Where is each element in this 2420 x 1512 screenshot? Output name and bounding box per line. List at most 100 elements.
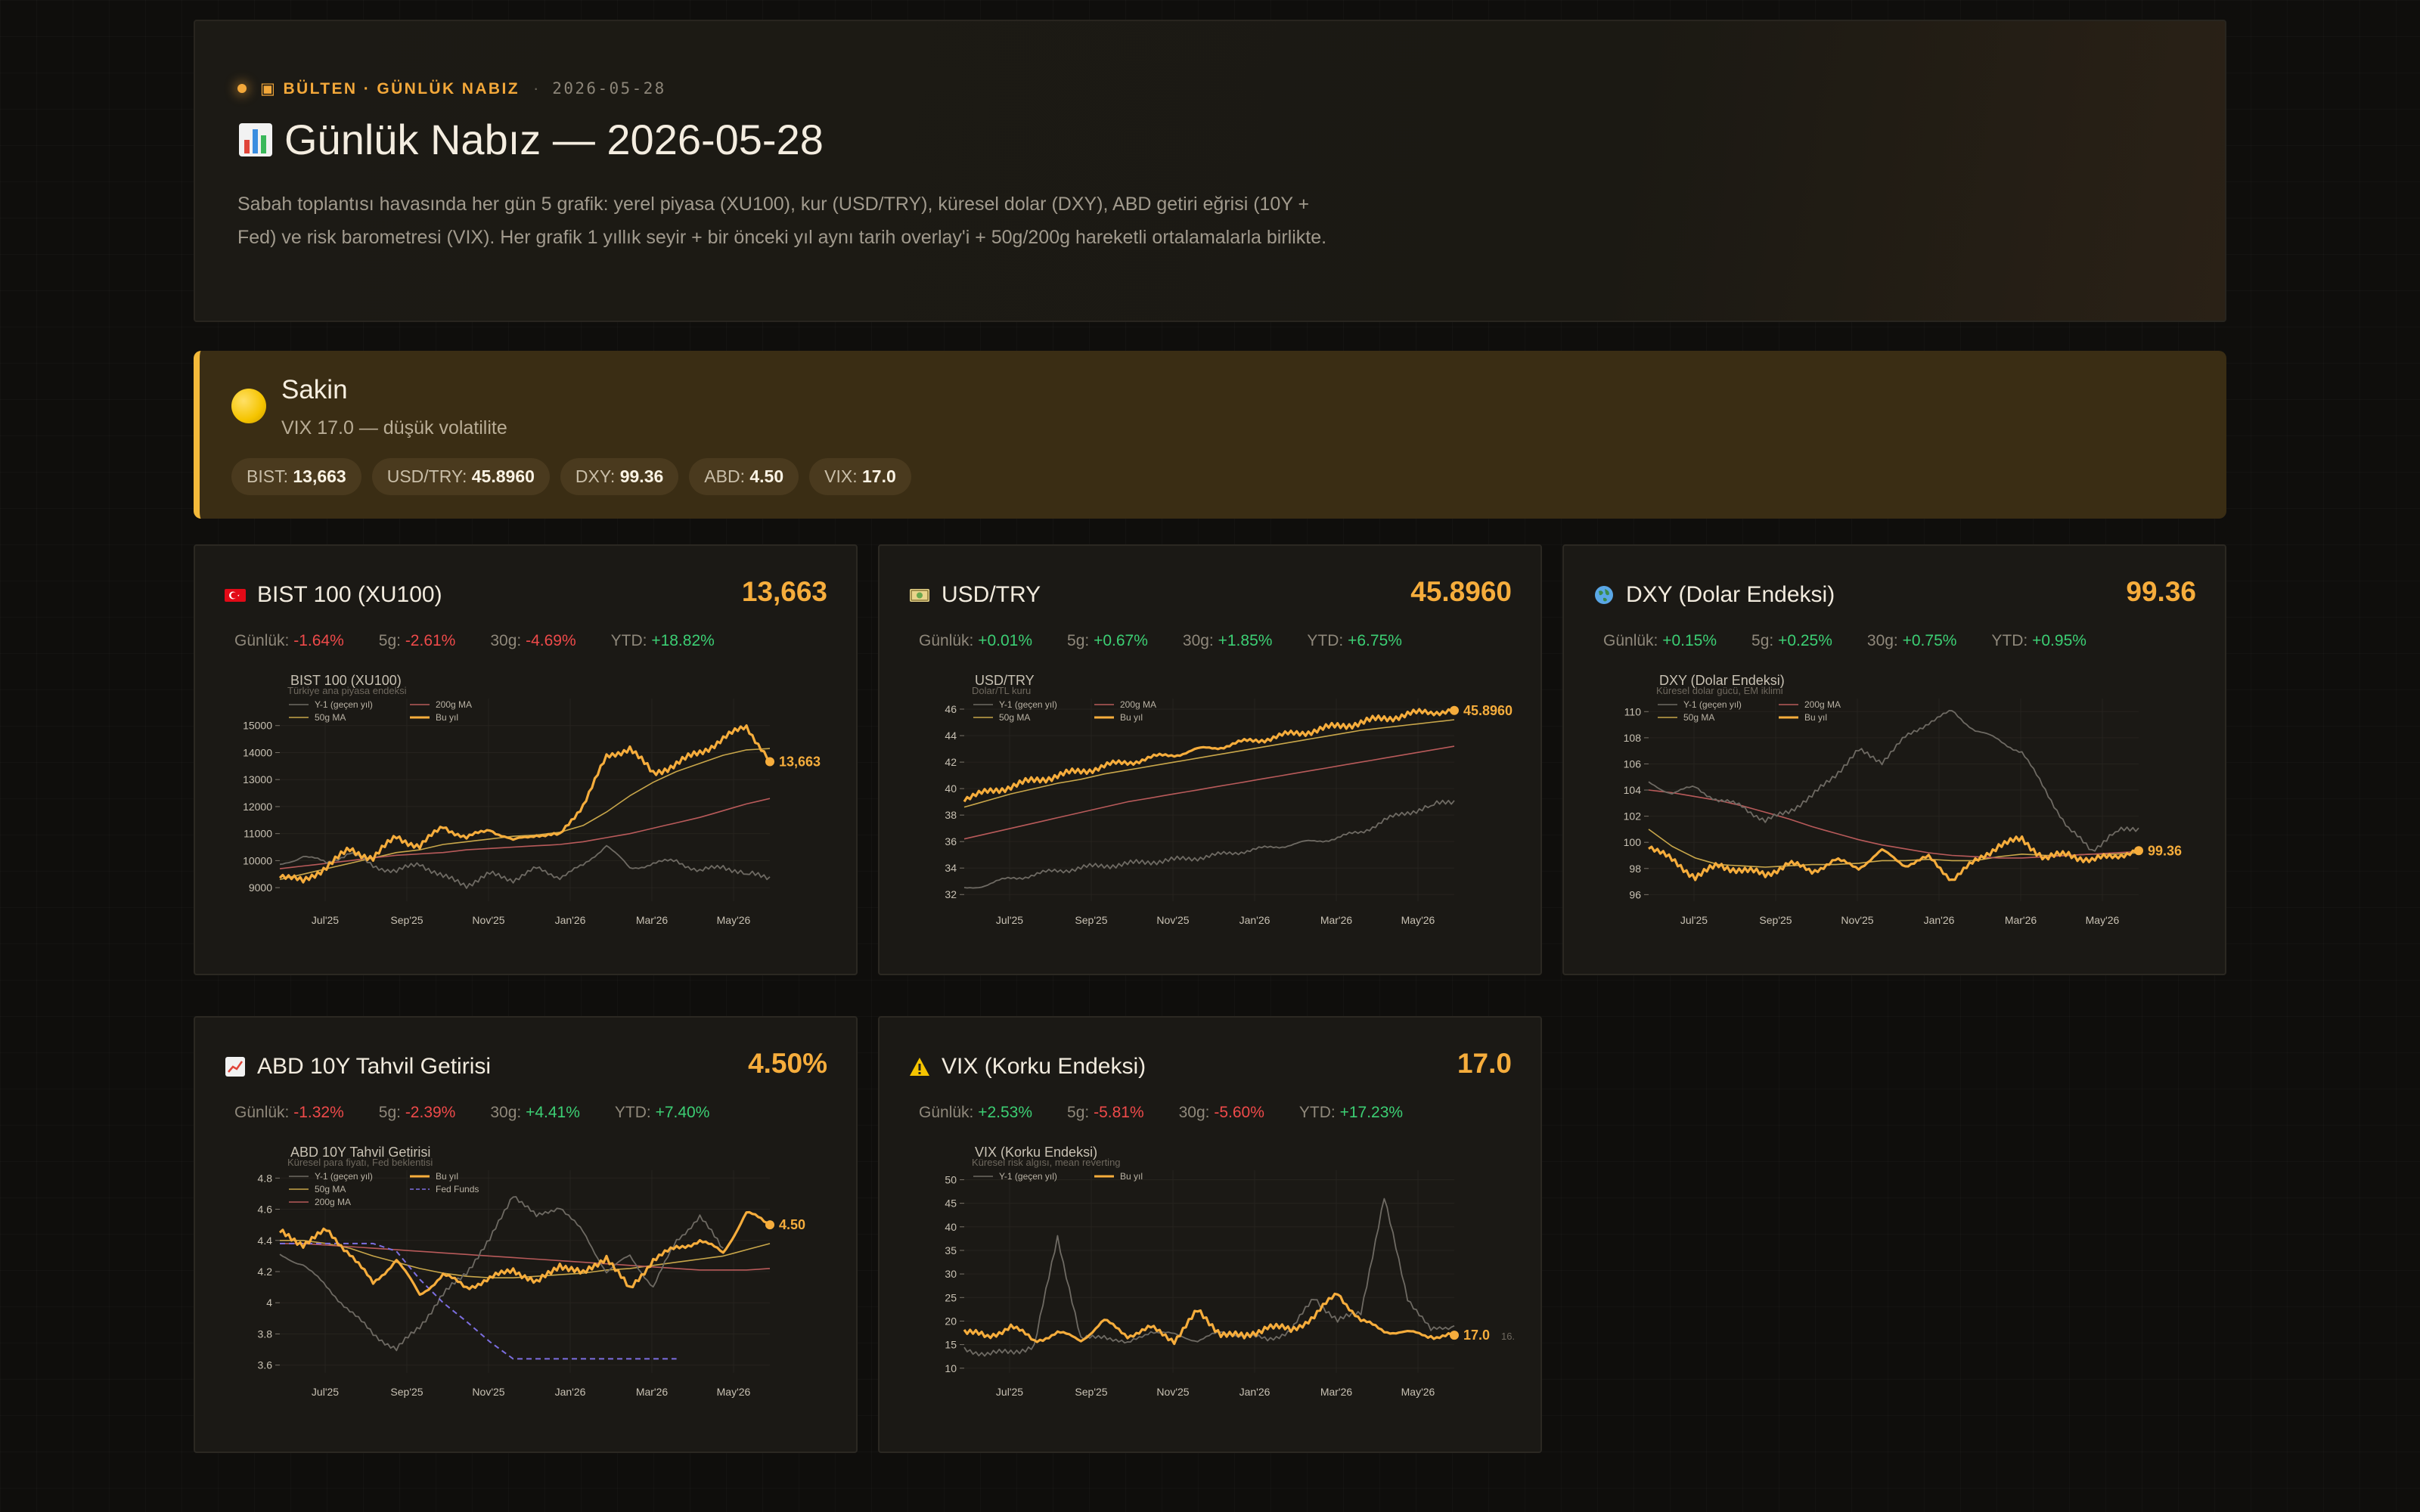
legend-label: Y-1 (geçen yıl) [1683, 699, 1742, 710]
y-tick-label: 4.8 [258, 1172, 273, 1184]
eyebrow-date: 2026-05-28 [552, 79, 666, 98]
market-status-panel: Sakin VIX 17.0 — düşük volatilite BIST: … [194, 351, 2226, 519]
page-title-text: Günlük Nabız — 2026-05-28 [284, 116, 824, 163]
stat-daily: +0.15% [1662, 632, 1717, 649]
x-tick-label: Sep'25 [1759, 914, 1792, 926]
y-tick-label: 20 [945, 1315, 957, 1327]
x-tick-label: Jul'25 [996, 1386, 1023, 1398]
x-tick-label: Nov'25 [1841, 914, 1873, 926]
status-title: Sakin [281, 375, 348, 404]
x-tick-label: Nov'25 [472, 1386, 504, 1398]
y-tick-label: 50 [945, 1173, 957, 1185]
y-tick-label: 108 [1624, 732, 1642, 744]
stat-ytd: +6.75% [1348, 632, 1402, 649]
series-bu-y-l [963, 1292, 1455, 1346]
card-value: 17.0 [1457, 1048, 1512, 1079]
y-tick-label: 44 [945, 730, 957, 742]
bar-chart-icon [239, 122, 272, 156]
chart-title: DXY (Dolar Endeksi) [1659, 674, 1785, 688]
x-tick-label: Sep'25 [1075, 1386, 1107, 1398]
chart-bist100: BIST 100 (XU100)Türkiye ana piyasa endek… [243, 674, 821, 926]
chart-subtitle: Küresel risk algısı, mean reverting [972, 1157, 1121, 1168]
end-value-label: 4.50 [779, 1217, 805, 1232]
x-tick-label: May'26 [1401, 914, 1435, 926]
stat-5d: -2.39% [405, 1104, 456, 1121]
y-tick-label: 104 [1624, 784, 1642, 796]
summary-pills: BIST: 13,663 USD/TRY: 45.8960 DXY: 99.36… [231, 458, 911, 495]
money-icon [910, 589, 929, 602]
series-y-1-ge-en-y-l- [1648, 710, 2139, 852]
card-stats: Günlük: +2.53% 5g: -5.81% 30g: -5.60% YT… [919, 1104, 1404, 1121]
y-tick-label: 11000 [244, 828, 272, 840]
y-tick-label: 46 [945, 703, 957, 715]
legend-label: Y-1 (geçen yıl) [315, 699, 373, 710]
y-tick-label: 3.6 [258, 1359, 273, 1371]
y-tick-label: 110 [1624, 705, 1642, 717]
pill-bist: BIST: 13,663 [231, 458, 361, 495]
stat-30d: -4.69% [526, 632, 576, 649]
baseline-label: 16.9 [1501, 1331, 1515, 1342]
series-y-1-ge-en-y-l- [963, 1198, 1455, 1357]
legend-label: Y-1 (geçen yıl) [999, 699, 1057, 710]
chart-up-icon [225, 1057, 245, 1077]
end-point [765, 1220, 774, 1230]
globe-icon [1595, 586, 1613, 604]
x-tick-label: May'26 [717, 1386, 751, 1398]
card-value: 13,663 [741, 576, 827, 607]
y-tick-label: 32 [945, 888, 957, 900]
pill-usdtry: USD/TRY: 45.8960 [371, 458, 550, 495]
card-stats: Günlük: +0.01% 5g: +0.67% 30g: +1.85% YT… [919, 632, 1402, 649]
series-200g-ma [963, 745, 1455, 840]
yellow-circle-icon [231, 389, 266, 423]
x-tick-label: May'26 [717, 914, 751, 926]
page-description: Sabah toplantısı havasında her gün 5 gra… [237, 194, 1327, 248]
end-point [765, 757, 774, 767]
legend-label: Y-1 (geçen yıl) [315, 1171, 373, 1182]
legend-label: Fed Funds [436, 1184, 479, 1194]
legend-label: 50g MA [315, 1184, 346, 1194]
stat-5d: +0.67% [1094, 632, 1148, 649]
series-y-1-ge-en-y-l- [279, 1196, 724, 1352]
y-tick-label: 4.2 [258, 1266, 273, 1278]
card-title: ABD 10Y Tahvil Getirisi [257, 1054, 492, 1079]
y-tick-label: 40 [945, 1221, 957, 1233]
legend-label: Y-1 (geçen yıl) [999, 1171, 1057, 1182]
pill-vix: VIX: 17.0 [809, 458, 911, 495]
turkey-flag-icon [225, 589, 246, 602]
series-bu-y-l [278, 724, 771, 884]
legend-label: 200g MA [1120, 699, 1156, 710]
x-tick-label: Jul'25 [996, 914, 1023, 926]
y-tick-label: 4 [266, 1297, 272, 1309]
y-tick-label: 96 [1629, 888, 1641, 900]
series-bu-y-l [1648, 835, 2139, 881]
legend-label: Bu yıl [1804, 712, 1827, 723]
legend-label: Bu yıl [1120, 712, 1143, 723]
stat-ytd: +0.95% [2032, 632, 2086, 649]
card-vix: VIX (Korku Endeksi) 17.0 Günlük: +2.53% … [878, 1016, 1542, 1453]
x-tick-label: Jan'26 [1239, 914, 1270, 926]
status-subtitle: VIX 17.0 — düşük volatilite [281, 417, 507, 438]
stat-daily: -1.32% [293, 1104, 344, 1121]
card-title: VIX (Korku Endeksi) [942, 1054, 1146, 1079]
y-tick-label: 9000 [249, 881, 272, 894]
stat-30d: +4.41% [526, 1104, 580, 1121]
stat-ytd: +18.82% [651, 632, 715, 649]
stat-daily: -1.64% [293, 632, 344, 649]
y-tick-label: 35 [945, 1244, 957, 1256]
legend-label: Bu yıl [436, 1171, 458, 1182]
series-50g-ma [1648, 829, 2139, 868]
x-tick-label: Mar'26 [1320, 914, 1353, 926]
series-y-1-ge-en-y-l- [963, 799, 1455, 889]
chart-dxy: DXY (Dolar Endeksi)Küresel dolar gücü, E… [1624, 674, 2182, 926]
y-tick-label: 14000 [243, 746, 272, 758]
series-200g-ma [280, 1243, 771, 1271]
series-bu-y-l [278, 1210, 771, 1297]
stat-5d: -2.61% [405, 632, 456, 649]
x-tick-label: Nov'25 [1156, 914, 1189, 926]
x-tick-label: Jul'25 [312, 1386, 339, 1398]
pill-us10y: ABD: 4.50 [689, 458, 799, 495]
end-point [2134, 846, 2143, 856]
y-tick-label: 34 [945, 862, 957, 874]
chart-subtitle: Türkiye ana piyasa endeksi [287, 685, 407, 696]
